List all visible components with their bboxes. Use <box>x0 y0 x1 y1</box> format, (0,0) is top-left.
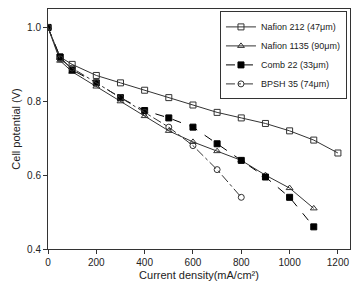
svg-text:0: 0 <box>45 257 51 268</box>
svg-text:800: 800 <box>233 257 250 268</box>
svg-text:200: 200 <box>88 257 105 268</box>
svg-text:Comb 22 (33μm): Comb 22 (33μm) <box>261 60 329 70</box>
svg-text:Cell potential (V): Cell potential (V) <box>10 88 22 169</box>
svg-text:Nafion 1135 (90μm): Nafion 1135 (90μm) <box>261 41 340 51</box>
svg-text:400: 400 <box>136 257 153 268</box>
svg-text:0.4: 0.4 <box>27 244 41 255</box>
svg-text:0.6: 0.6 <box>27 170 41 181</box>
svg-text:0.8: 0.8 <box>27 96 41 107</box>
svg-text:BPSH 35 (74μm): BPSH 35 (74μm) <box>261 79 329 89</box>
svg-text:1000: 1000 <box>278 257 301 268</box>
svg-text:Current density(mA/cm²): Current density(mA/cm²) <box>139 269 259 281</box>
svg-text:Nafion 212 (47μm): Nafion 212 (47μm) <box>261 22 336 32</box>
svg-text:1.0: 1.0 <box>27 22 41 33</box>
svg-text:1200: 1200 <box>327 257 350 268</box>
svg-text:600: 600 <box>185 257 202 268</box>
